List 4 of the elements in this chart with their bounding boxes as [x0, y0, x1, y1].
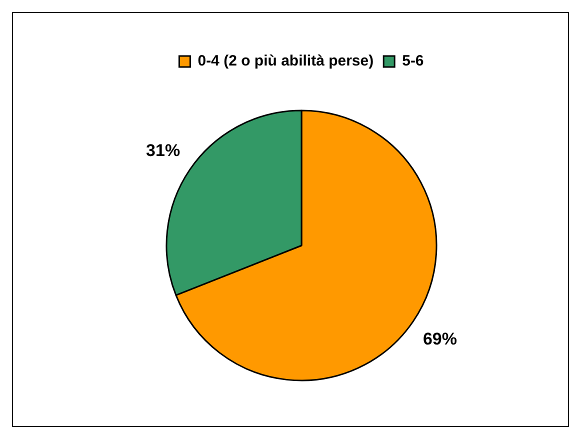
- data-label: 31%: [146, 141, 180, 160]
- data-label: 69%: [422, 329, 457, 348]
- legend-label: 5-6: [402, 52, 424, 70]
- legend-label: 0-4 (2 o più abilità perse): [198, 52, 374, 70]
